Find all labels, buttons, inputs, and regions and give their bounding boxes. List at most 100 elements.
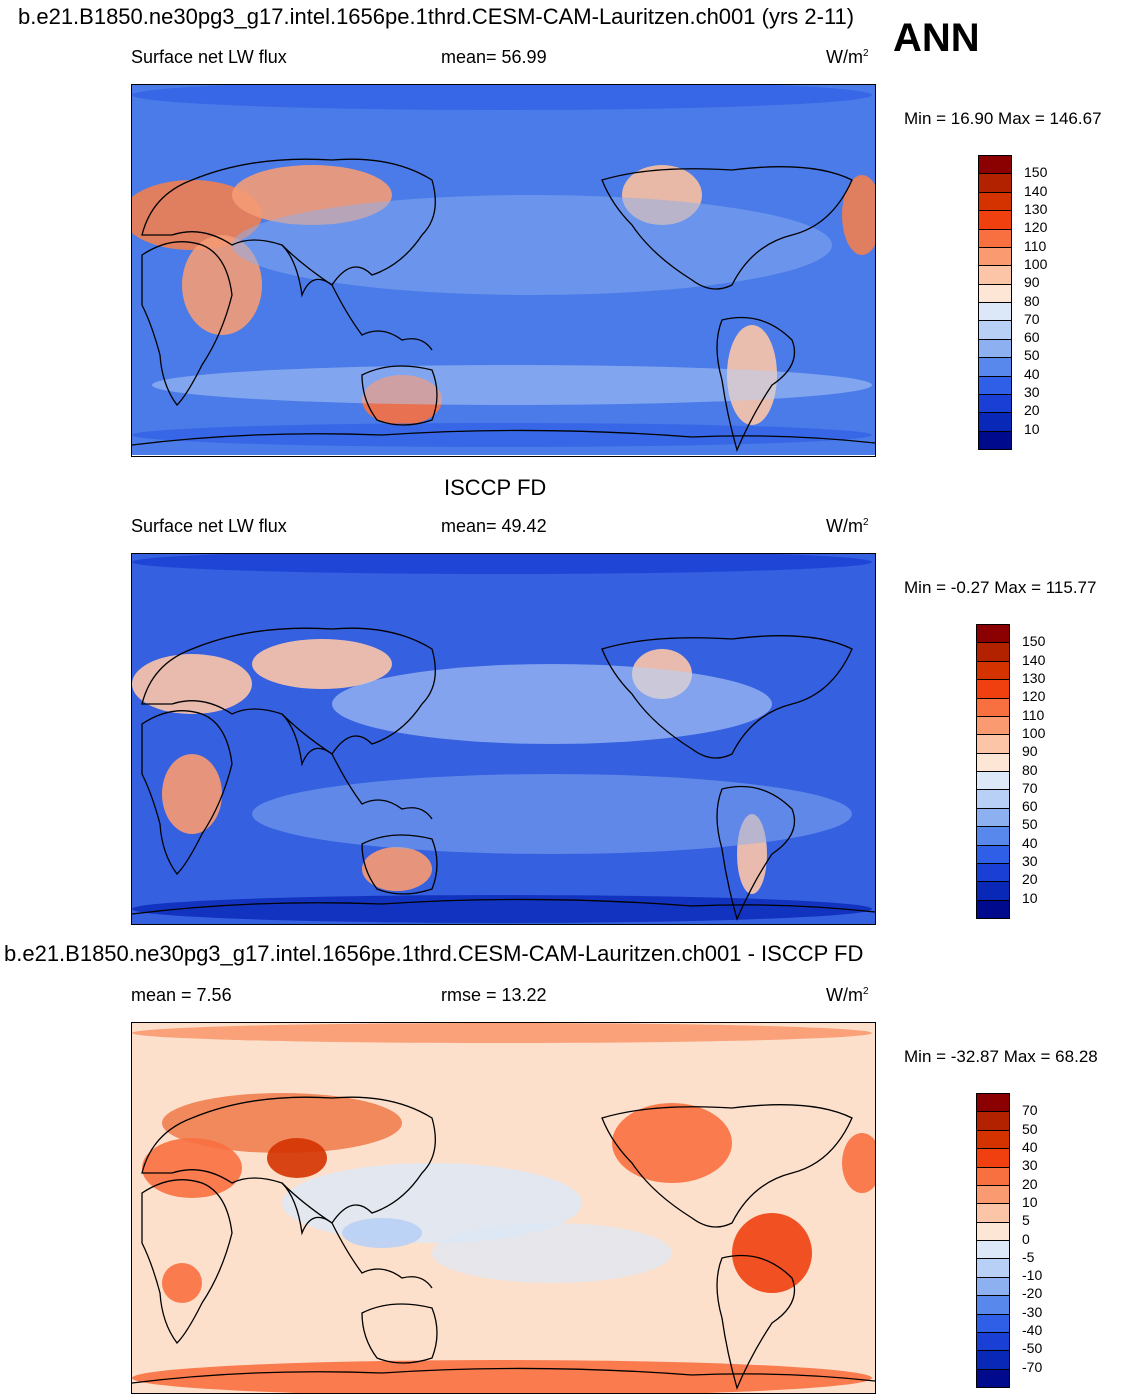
- panel3-units-label: W/m2: [826, 985, 869, 1005]
- panel2-units-label: W/m2: [826, 516, 869, 536]
- colorbar-tick-label: 140: [1022, 651, 1046, 668]
- colorbar-swatch: [977, 1112, 1009, 1131]
- colorbar-swatch: [979, 394, 1011, 414]
- colorbar-tick-label: 150: [1022, 633, 1046, 650]
- colorbar-tick-label: 150: [1024, 164, 1048, 181]
- coastline: [361, 365, 438, 426]
- field-contour: [267, 1138, 327, 1178]
- colorbar-swatch: [977, 1167, 1009, 1186]
- colorbar-tick-label: -50: [1022, 1340, 1043, 1357]
- panel2-minmax-label: Min = -0.27 Max = 115.77: [904, 578, 1097, 597]
- field-contour: [142, 1138, 242, 1198]
- colorbar-tick-label: -20: [1022, 1285, 1043, 1302]
- colorbar-tick-label: 60: [1022, 798, 1038, 815]
- coastline: [361, 834, 438, 895]
- colorbar-tick-label: 140: [1024, 182, 1048, 199]
- field-contour: [152, 365, 872, 405]
- colorbar-tick-label: 20: [1024, 402, 1040, 419]
- colorbar-swatch: [979, 413, 1011, 432]
- colorbar-tick-label: 120: [1024, 219, 1048, 236]
- colorbar-swatch: [977, 1222, 1009, 1241]
- colorbar-swatch: [977, 753, 1009, 772]
- colorbar-tick-label: 80: [1022, 761, 1038, 778]
- colorbar-tick-label: 110: [1022, 706, 1045, 723]
- field-contour: [132, 423, 872, 447]
- panel1-variable-label: Surface net LW flux: [131, 47, 287, 67]
- colorbar-swatch: [977, 680, 1009, 699]
- colorbar-tick-label: 130: [1024, 200, 1048, 217]
- colorbar-tick-label: 80: [1024, 292, 1040, 309]
- colorbar-swatch: [979, 156, 1011, 175]
- colorbar-tick-label: 60: [1024, 329, 1040, 346]
- field-contour: [132, 1023, 872, 1043]
- colorbar-tick-label: 100: [1024, 255, 1048, 272]
- colorbar-tick-label: 50: [1022, 816, 1038, 833]
- colorbar-swatch: [979, 211, 1011, 230]
- panel3-colorbar: [976, 1093, 1010, 1388]
- colorbar-tick-label: 20: [1022, 1175, 1038, 1192]
- panel3-mean-label: mean = 7.56: [131, 985, 232, 1005]
- field-contour: [162, 754, 222, 834]
- colorbar-tick-label: 10: [1022, 1193, 1038, 1210]
- panel3-rmse-label: rmse = 13.22: [441, 985, 547, 1005]
- colorbar-tick-label: 70: [1024, 310, 1040, 327]
- colorbar-swatch: [979, 284, 1011, 303]
- coastline: [141, 710, 233, 875]
- colorbar-swatch: [977, 661, 1009, 681]
- colorbar-tick-label: 70: [1022, 779, 1038, 796]
- colorbar-tick-label: 120: [1022, 688, 1046, 705]
- field-contour: [132, 180, 262, 250]
- coastline: [141, 1096, 436, 1224]
- colorbar-swatch: [979, 229, 1011, 248]
- coastline: [281, 713, 433, 820]
- field-contour: [332, 664, 772, 744]
- panel2-map: [131, 553, 876, 925]
- colorbar-tick-label: -70: [1022, 1358, 1043, 1375]
- coastline: [132, 429, 875, 446]
- colorbar-swatch: [977, 1277, 1009, 1297]
- colorbar-swatch: [977, 1259, 1009, 1278]
- colorbar-tick-label: 10: [1022, 889, 1038, 906]
- coastline: [281, 244, 433, 351]
- coastline: [281, 1182, 433, 1289]
- colorbar-swatch: [979, 266, 1011, 285]
- colorbar-tick-label: 0: [1022, 1230, 1030, 1247]
- panel2-title: ISCCP FD: [444, 475, 547, 500]
- field-contour: [132, 654, 252, 714]
- panel1-mean-label: mean= 56.99: [441, 47, 547, 67]
- colorbar-tick-label: 10: [1024, 420, 1040, 437]
- colorbar-swatch: [979, 303, 1011, 322]
- colorbar-swatch: [977, 1241, 1009, 1260]
- colorbar-swatch: [977, 698, 1009, 717]
- colorbar-swatch: [977, 1130, 1009, 1150]
- colorbar-swatch: [977, 735, 1009, 754]
- colorbar-swatch: [977, 1149, 1009, 1168]
- panel2-variable-label: Surface net LW flux: [131, 516, 287, 536]
- colorbar-tick-label: 130: [1022, 669, 1046, 686]
- colorbar-tick-label: 30: [1022, 853, 1038, 870]
- field-contour: [182, 235, 262, 335]
- field-contour: [162, 1263, 202, 1303]
- field-contour: [132, 1360, 872, 1393]
- field-contour: [842, 175, 875, 255]
- panel3-minmax-label: Min = -32.87 Max = 68.28: [904, 1047, 1098, 1066]
- coastline: [132, 898, 875, 915]
- panel1-minmax-label: Min = 16.90 Max = 146.67: [904, 109, 1102, 128]
- field-contour: [252, 639, 392, 689]
- field-contour: [732, 1213, 812, 1293]
- colorbar-tick-label: 20: [1022, 871, 1038, 888]
- coastline: [716, 785, 796, 921]
- field-contour: [342, 1218, 422, 1248]
- colorbar-swatch: [977, 643, 1009, 662]
- colorbar-tick-label: 90: [1022, 743, 1038, 760]
- colorbar-tick-label: -10: [1022, 1267, 1043, 1284]
- colorbar-swatch: [977, 808, 1009, 828]
- colorbar-swatch: [977, 1296, 1009, 1315]
- coastline: [141, 627, 436, 755]
- field-contour: [432, 1223, 672, 1283]
- colorbar-swatch: [979, 174, 1011, 193]
- colorbar-swatch: [977, 772, 1009, 791]
- colorbar-swatch: [977, 1204, 1009, 1223]
- coastline: [132, 1367, 875, 1384]
- colorbar-tick-label: 40: [1024, 365, 1040, 382]
